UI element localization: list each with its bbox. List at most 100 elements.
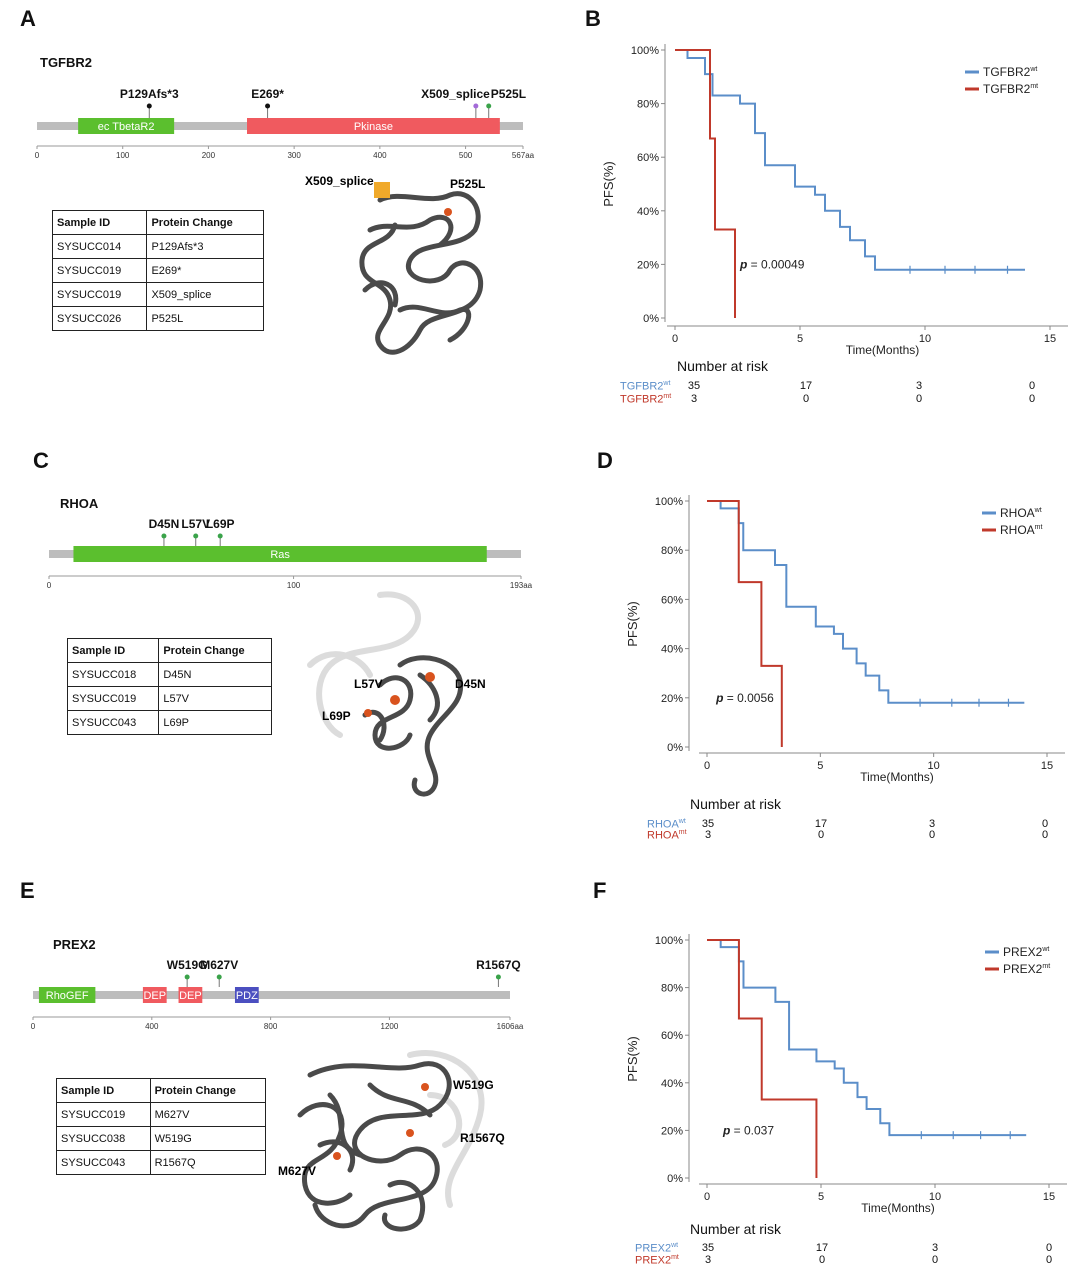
- domain-block: [73, 546, 487, 562]
- x-tick-label: 15: [1041, 760, 1053, 772]
- y-tick-label: 20%: [637, 259, 659, 271]
- y-tick-label: 100%: [631, 45, 659, 57]
- table-header: Sample ID: [56, 1078, 151, 1103]
- protein-structure-prex2: W519G R1567Q M627V: [278, 1050, 505, 1232]
- y-tick-label: 0%: [643, 313, 659, 325]
- y-axis-label: PFS(%): [625, 601, 640, 647]
- km-curve-wt: [675, 49, 1025, 271]
- km-plot-prex2: 0% 20% 40% 60% 80% 100% 0 5 10 15 Time(Months) PFS(…: [625, 934, 1067, 1215]
- risk-row-label-mt: RHOAmt: [647, 829, 687, 842]
- gene-name-tgfbr2: TGFBR2: [40, 55, 92, 70]
- protein-ribbon: [297, 1061, 452, 1232]
- mutation-dot: [193, 533, 199, 539]
- km-plot-rhoa: 0% 20% 40% 60% 80% 100% 0 5 10 15 Time(Months) PFS(…: [625, 495, 1065, 784]
- risk-value: 0: [1028, 393, 1036, 405]
- mutation-label: W519G: [167, 958, 208, 972]
- panel-letter-b: B: [585, 6, 601, 31]
- length-end-label: 567aa: [512, 151, 535, 160]
- table-row: SYSUCC019 M627V: [56, 1102, 267, 1127]
- mutation-dot: [495, 974, 501, 980]
- p-value-annotation: p = 0.037: [722, 1123, 774, 1137]
- risk-value: 35: [701, 818, 715, 830]
- risk-value: 3: [928, 818, 936, 830]
- y-tick-label: 80%: [661, 545, 683, 557]
- y-tick-label: 20%: [661, 1125, 683, 1137]
- risk-row-label-wt: RHOAwt: [647, 818, 686, 831]
- risk-table-rhoa: Number at risk RHOAwt RHOAmt 35 17 3 0 3…: [643, 796, 1073, 846]
- domain-label: Ras: [270, 549, 290, 561]
- mutation-table-prex2: Sample ID Protein Change SYSUCC019 M627V S…: [56, 1078, 267, 1175]
- risk-value: 0: [915, 393, 923, 405]
- km-curve-mt: [675, 49, 736, 318]
- gene-name-prex2: PREX2: [53, 937, 96, 952]
- mutation-table-rhoa: Sample ID Protein Change SYSUCC018 D45N SY…: [66, 638, 272, 735]
- mutation-label: R1567Q: [476, 958, 521, 972]
- table-row: SYSUCC026 P525L: [51, 306, 264, 331]
- y-tick-label: 60%: [661, 594, 683, 606]
- y-tick-label: 80%: [661, 983, 683, 995]
- protein-label-p525l: P525L: [450, 177, 485, 191]
- legend-label-mt: PREX2mt: [1003, 962, 1050, 976]
- domain-label: PDZ: [236, 990, 258, 1002]
- length-tick-label: 100: [287, 581, 301, 590]
- risk-value: 0: [1045, 1242, 1053, 1254]
- domain-label: DEP: [179, 990, 202, 1002]
- x-axis-label: Time(Months): [860, 770, 934, 784]
- p-value-annotation: p = 0.00049: [739, 257, 805, 271]
- km-curve-wt: [707, 500, 1025, 704]
- mutation-table-tgfbr2: Sample ID Protein Change SYSUCC014 P129Afs…: [51, 210, 264, 331]
- mutation-dot: [473, 103, 479, 109]
- mutation-marker-m627v: [333, 1152, 341, 1160]
- km-curve-wt: [707, 939, 1027, 1137]
- table-row: SYSUCC014 P129Afs*3: [51, 234, 264, 259]
- risk-value: 0: [818, 1254, 826, 1266]
- table-row: SYSUCC043 L69P: [66, 710, 272, 735]
- mutation-dot: [217, 533, 223, 539]
- table-row: SYSUCC019 L57V: [66, 686, 272, 711]
- panel-letter-a: A: [20, 6, 36, 31]
- length-end-label: 193aa: [510, 581, 533, 590]
- risk-value: 3: [704, 829, 712, 841]
- x-tick-label: 10: [928, 760, 940, 772]
- risk-value: 3: [704, 1254, 712, 1266]
- table-row: SYSUCC019 E269*: [51, 258, 264, 283]
- mutation-dot: [216, 974, 222, 980]
- y-tick-label: 40%: [661, 644, 683, 656]
- y-axis-label: PFS(%): [601, 161, 616, 207]
- domain-label: ec TbetaR2: [98, 121, 155, 133]
- mutation-marker-r1567q: [406, 1129, 414, 1137]
- y-tick-label: 0%: [667, 742, 683, 754]
- x-tick-label: 10: [929, 1191, 941, 1203]
- mutation-dot: [146, 103, 152, 109]
- table-header: Sample ID: [66, 638, 160, 663]
- domain-block: [247, 118, 500, 134]
- risk-value: 35: [687, 380, 701, 392]
- length-tick-label: 0: [35, 151, 40, 160]
- risk-value: 3: [915, 380, 923, 392]
- x-tick-label: 10: [919, 333, 931, 345]
- y-tick-label: 40%: [637, 206, 659, 218]
- protein-label-r1567q: R1567Q: [460, 1131, 505, 1145]
- protein-label-x509: X509_splice: [305, 174, 374, 188]
- domain-label: Pkinase: [354, 121, 393, 133]
- mutation-dot: [265, 103, 271, 109]
- mutation-label: M627V: [200, 958, 238, 972]
- length-end-label: 1606aa: [497, 1022, 524, 1031]
- table-row: SYSUCC019 X509_splice: [51, 282, 264, 307]
- km-curve-mt: [707, 939, 818, 1178]
- risk-value: 17: [799, 380, 813, 392]
- mutation-label: D45N: [149, 517, 180, 531]
- domain-block: [38, 987, 96, 1003]
- mutation-marker-l69p: [364, 709, 372, 717]
- km-curve-mt: [707, 500, 783, 747]
- risk-table-prex2: Number at risk PREX2wt PREX2mt 35 17 3 0…: [633, 1221, 1073, 1273]
- risk-row-label-mt: PREX2mt: [635, 1254, 679, 1267]
- table-row: SYSUCC038 W519G: [56, 1126, 267, 1151]
- backbone-bar: [33, 991, 510, 999]
- domain-block: [142, 987, 167, 1003]
- risk-value: 0: [928, 829, 936, 841]
- domain-label: RhoGEF: [46, 990, 89, 1002]
- risk-value: 0: [1041, 818, 1049, 830]
- km-plot-tgfbr2: 0% 20% 40% 60% 80% 100% 0 5 10 15 Time(Months) PFS(…: [601, 44, 1068, 357]
